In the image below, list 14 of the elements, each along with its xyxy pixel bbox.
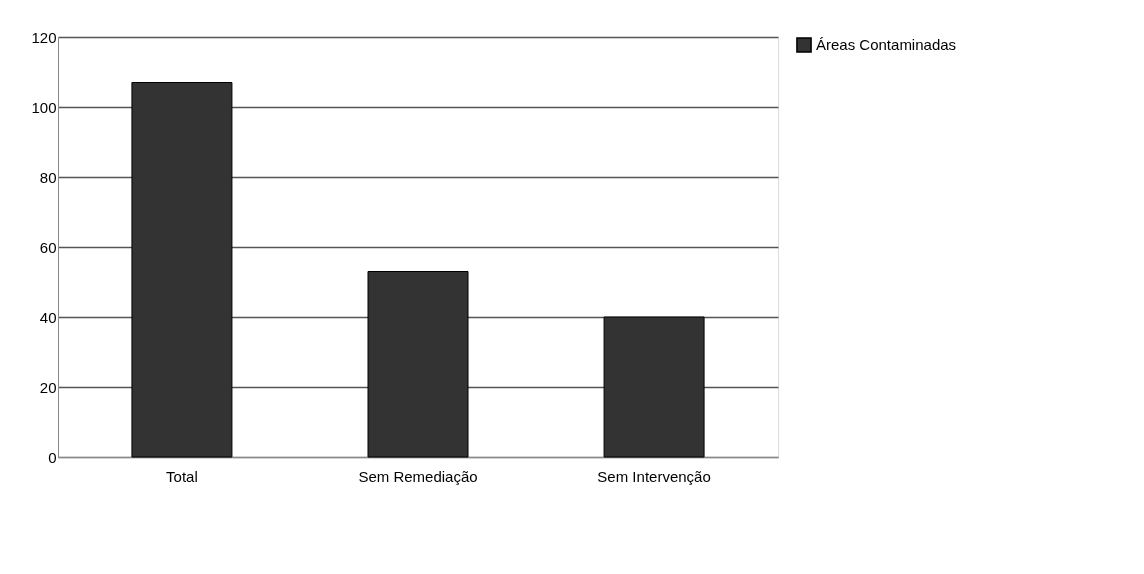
y-tick-label: 0 bbox=[48, 448, 57, 466]
bar bbox=[603, 316, 705, 458]
y-tick-label: 120 bbox=[31, 28, 57, 46]
bar bbox=[131, 82, 233, 458]
bar bbox=[367, 271, 469, 458]
y-tick-label: 40 bbox=[39, 308, 57, 326]
y-tick-label: 100 bbox=[31, 98, 57, 116]
legend-label: Áreas Contaminadas bbox=[816, 36, 957, 53]
x-tick-label: Sem Remediação bbox=[358, 467, 478, 485]
y-tick-label: 60 bbox=[39, 238, 57, 256]
x-tick-label: Sem Intervenção bbox=[597, 467, 711, 485]
x-tick-label: Total bbox=[166, 467, 198, 485]
y-tick-label: 20 bbox=[39, 378, 57, 396]
y-tick-label: 80 bbox=[39, 168, 57, 186]
